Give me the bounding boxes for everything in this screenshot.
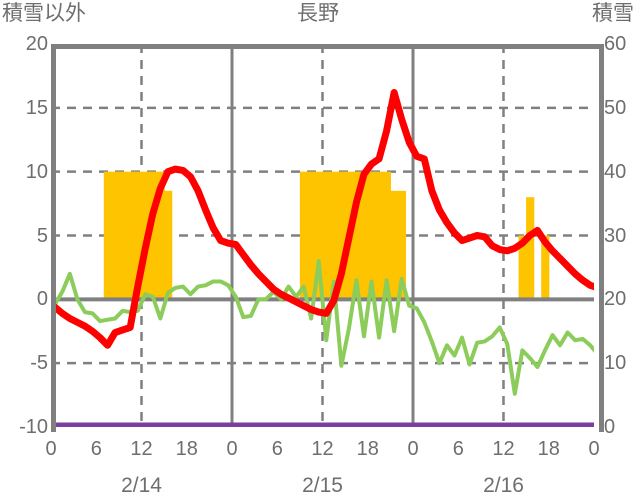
plot-area bbox=[51, 44, 594, 427]
right-axis-tick: 50 bbox=[604, 96, 627, 119]
left-axis-tick: -10 bbox=[19, 416, 48, 438]
x-axis-tick: 0 bbox=[588, 438, 600, 460]
page-title: 長野 bbox=[297, 2, 339, 25]
x-axis-tick: 12 bbox=[311, 438, 334, 460]
x-axis-day-label: 2/15 bbox=[302, 474, 343, 497]
x-axis-day-label: 2/14 bbox=[121, 474, 162, 497]
right-axis-tick: 40 bbox=[604, 160, 627, 183]
left-axis-tick: 0 bbox=[36, 288, 48, 311]
left-axis-tick: 10 bbox=[25, 160, 48, 183]
x-axis-tick: 0 bbox=[407, 438, 419, 460]
x-axis-tick: 6 bbox=[452, 438, 464, 460]
x-axis-tick: 18 bbox=[356, 438, 379, 460]
left-axis-tick: 5 bbox=[36, 224, 48, 247]
right-axis-tick: 60 bbox=[604, 33, 627, 55]
x-axis-tick: 6 bbox=[90, 438, 102, 460]
x-axis-tick: 18 bbox=[537, 438, 560, 460]
right-axis-tick: 10 bbox=[604, 352, 627, 375]
left-axis-tick: -5 bbox=[30, 352, 48, 375]
right-axis-title: 積雪 bbox=[592, 2, 634, 25]
x-axis-tick: 18 bbox=[175, 438, 198, 460]
red-series-line bbox=[51, 89, 594, 349]
x-axis-tick: 12 bbox=[492, 438, 515, 460]
right-axis-tick: 30 bbox=[604, 224, 627, 247]
x-axis-tick: 0 bbox=[45, 438, 57, 460]
gridlines bbox=[51, 44, 594, 427]
left-axis-tick: 20 bbox=[25, 33, 48, 55]
x-axis-tick: 6 bbox=[271, 438, 283, 460]
right-axis-tick: 0 bbox=[604, 416, 616, 438]
left-axis-title: 積雪以外 bbox=[2, 2, 86, 25]
x-axis-tick: 0 bbox=[226, 438, 238, 460]
left-axis-tick: 15 bbox=[25, 96, 48, 119]
x-axis-tick: 12 bbox=[130, 438, 153, 460]
x-axis-day-label: 2/16 bbox=[483, 474, 524, 497]
green-series-line bbox=[52, 259, 594, 396]
right-axis-tick: 20 bbox=[604, 288, 627, 311]
